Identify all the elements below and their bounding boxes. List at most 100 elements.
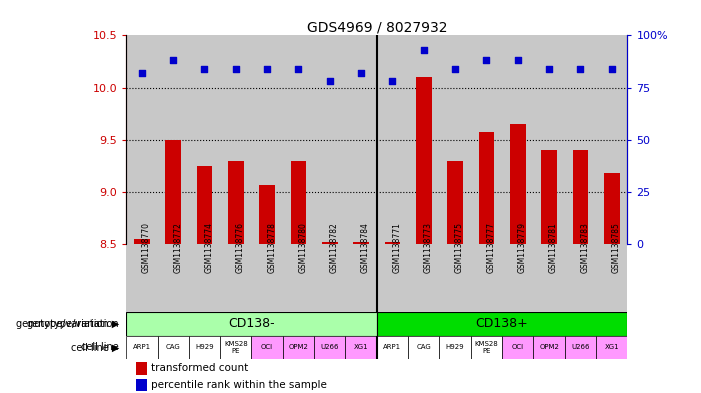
Bar — [228, 161, 244, 244]
Text: CD138-: CD138- — [228, 317, 275, 330]
Bar — [252, 244, 283, 312]
Point — [136, 70, 147, 76]
Bar — [471, 336, 502, 360]
Text: ARP1: ARP1 — [383, 344, 402, 351]
Bar — [502, 35, 533, 244]
Text: GSM1138785: GSM1138785 — [612, 222, 620, 273]
Text: CAG: CAG — [416, 344, 431, 351]
Text: GSM1138775: GSM1138775 — [455, 222, 464, 273]
Text: GSM1138778: GSM1138778 — [267, 222, 276, 273]
Point — [261, 66, 273, 72]
Point — [230, 66, 241, 72]
Text: KMS28
PE: KMS28 PE — [224, 341, 247, 354]
Text: U266: U266 — [320, 344, 339, 351]
Bar — [314, 336, 346, 360]
Text: GSM1138770: GSM1138770 — [142, 222, 151, 273]
Bar — [252, 336, 283, 360]
Text: GSM1138782: GSM1138782 — [329, 222, 339, 273]
Bar — [314, 35, 346, 244]
Text: H929: H929 — [195, 344, 214, 351]
Text: GSM1138783: GSM1138783 — [580, 222, 590, 273]
Bar — [565, 336, 596, 360]
Text: genotype/variation ▶: genotype/variation ▶ — [16, 319, 119, 329]
Bar — [533, 35, 565, 244]
Bar — [283, 244, 314, 312]
Bar — [596, 244, 627, 312]
Bar — [533, 336, 565, 360]
Bar — [408, 336, 440, 360]
Text: transformed count: transformed count — [151, 363, 248, 373]
Text: GSM1138781: GSM1138781 — [549, 222, 558, 273]
Bar — [126, 312, 377, 336]
Point — [449, 66, 461, 72]
Bar — [126, 336, 158, 360]
Point — [512, 57, 524, 64]
Text: cell line: cell line — [81, 342, 119, 353]
Bar — [510, 124, 526, 244]
Bar — [440, 336, 471, 360]
Text: KMS28
PE: KMS28 PE — [475, 341, 498, 354]
Text: H929: H929 — [446, 344, 465, 351]
Bar — [314, 244, 346, 312]
Bar — [479, 132, 494, 244]
Bar — [126, 35, 158, 244]
Point — [387, 78, 398, 84]
Bar — [283, 336, 314, 360]
Point — [355, 70, 367, 76]
Bar — [377, 35, 408, 244]
Bar — [197, 166, 212, 244]
Text: OPM2: OPM2 — [539, 344, 559, 351]
Bar — [447, 161, 463, 244]
Bar — [596, 35, 627, 244]
Bar — [346, 35, 377, 244]
Bar — [408, 244, 440, 312]
Text: GSM1138773: GSM1138773 — [424, 222, 433, 273]
Point — [481, 57, 492, 64]
Point — [199, 66, 210, 72]
Bar — [440, 244, 471, 312]
Bar — [158, 336, 189, 360]
Bar — [377, 244, 408, 312]
Bar — [416, 77, 432, 244]
Text: OPM2: OPM2 — [289, 344, 308, 351]
Bar — [541, 151, 557, 244]
Point — [293, 66, 304, 72]
Bar — [565, 35, 596, 244]
Bar — [165, 140, 181, 244]
Bar — [189, 336, 220, 360]
Bar — [565, 244, 596, 312]
Point — [606, 66, 618, 72]
Bar — [440, 35, 471, 244]
Bar — [189, 244, 220, 312]
Text: cell line ▶: cell line ▶ — [71, 342, 119, 353]
Text: GSM1138771: GSM1138771 — [393, 222, 402, 273]
Title: GDS4969 / 8027932: GDS4969 / 8027932 — [306, 20, 447, 34]
Text: GSM1138774: GSM1138774 — [205, 222, 214, 273]
Bar — [353, 242, 369, 244]
Bar — [596, 336, 627, 360]
Text: CD138+: CD138+ — [476, 317, 529, 330]
Bar — [220, 244, 252, 312]
Bar — [283, 35, 314, 244]
Text: GSM1138780: GSM1138780 — [299, 222, 308, 273]
Text: genotype/variation: genotype/variation — [27, 319, 119, 329]
Bar — [533, 244, 565, 312]
Bar — [291, 161, 306, 244]
Bar — [322, 242, 338, 244]
Bar — [220, 336, 252, 360]
Point — [324, 78, 335, 84]
Text: XG1: XG1 — [354, 344, 369, 351]
Bar — [377, 312, 627, 336]
Point — [418, 47, 430, 53]
Text: GSM1138772: GSM1138772 — [173, 222, 182, 273]
Bar — [259, 185, 275, 244]
Bar — [220, 35, 252, 244]
Text: GSM1138779: GSM1138779 — [518, 222, 526, 273]
Bar — [158, 244, 189, 312]
Text: GSM1138784: GSM1138784 — [361, 222, 370, 273]
Bar — [126, 244, 158, 312]
Bar — [604, 173, 620, 244]
Text: CAG: CAG — [166, 344, 181, 351]
Text: OCI: OCI — [261, 344, 273, 351]
Bar — [136, 378, 147, 391]
